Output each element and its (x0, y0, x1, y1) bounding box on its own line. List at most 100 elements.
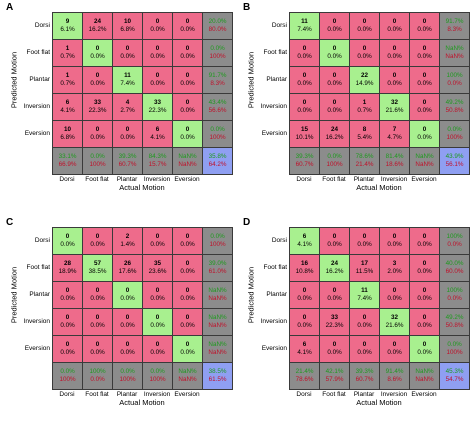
matrix-cell-b-0-0-bottom: 7.4% (297, 26, 312, 33)
col-summary-c-4-bottom: NaN% (178, 376, 197, 383)
matrix-cell-b-2-3-top: 0 (392, 72, 397, 79)
row-summary-a-4-bottom: 100% (209, 134, 226, 141)
matrix-cell-a-3-0: 6 4.1% (52, 93, 83, 121)
col-summary-b-1-top: 0.0% (327, 153, 342, 160)
row-summary-c-4: NaN% NaN% (202, 335, 233, 363)
confusion-matrix-panel-c: C Predicted Motion Actual Motion Dorsi Foot … (0, 215, 237, 430)
row-label-d-2: Plantar (266, 290, 287, 298)
matrix-cell-b-1-3-bottom: 0.0% (387, 53, 402, 60)
matrix-cell-c-2-1-bottom: 0.0% (90, 295, 105, 302)
matrix-cell-c-0-2-top: 2 (125, 233, 130, 240)
col-summary-a-4: NaN% NaN% (172, 147, 203, 175)
col-summary-a-1-bottom: 100% (89, 161, 106, 168)
row-label-b-2: Plantar (266, 75, 287, 83)
matrix-cell-a-1-1: 0 0.0% (82, 39, 113, 67)
matrix-cell-c-2-4: 0 0.0% (172, 281, 203, 309)
matrix-cell-c-4-1-top: 0 (95, 341, 100, 348)
matrix-cell-a-2-4: 0 0.0% (172, 66, 203, 94)
matrix-cell-d-1-2: 17 11.5% (349, 254, 380, 282)
matrix-cell-d-4-1-top: 0 (332, 341, 337, 348)
col-summary-a-3-top: 84.3% (148, 153, 167, 160)
matrix-cell-d-0-0-bottom: 4.1% (297, 241, 312, 248)
matrix-cell-d-2-1-top: 0 (332, 287, 337, 294)
matrix-cell-c-1-1-top: 57 (93, 260, 101, 267)
matrix-cell-c-0-0-bottom: 0.0% (60, 241, 75, 248)
matrix-cell-d-0-1-bottom: 0.0% (327, 241, 342, 248)
matrix-cell-b-3-1: 0 0.0% (319, 93, 350, 121)
matrix-cell-c-0-4-top: 0 (185, 233, 190, 240)
matrix-cell-b-1-1-top: 0 (332, 45, 337, 52)
matrix-cell-c-4-2-top: 0 (125, 341, 130, 348)
row-label-c-3: Inversion (23, 317, 50, 325)
matrix-cell-c-0-0-top: 0 (65, 233, 70, 240)
matrix-cell-a-3-1-bottom: 22.3% (88, 107, 107, 114)
matrix-cell-b-1-4-top: 0 (422, 45, 427, 52)
col-summary-c-0: 0.0% 100% (52, 362, 83, 390)
col-label-d-3: Inversion (380, 391, 408, 398)
matrix-cell-c-0-3-top: 0 (155, 233, 160, 240)
row-summary-d-4-bottom: 100% (446, 349, 463, 356)
matrix-cell-b-4-0-top: 15 (300, 126, 308, 133)
matrix-cell-d-3-4-top: 0 (422, 314, 427, 321)
matrix-cell-b-0-4-top: 0 (422, 18, 427, 25)
row-summary-c-2-bottom: NaN% (208, 295, 227, 302)
matrix-cell-a-1-1-bottom: 0.0% (90, 53, 105, 60)
overall-accuracy-b-top: 43.9% (445, 153, 464, 160)
matrix-cell-d-2-3-top: 0 (392, 287, 397, 294)
col-summary-a-2-bottom: 60.7% (118, 161, 137, 168)
col-label-c-1: Foot flat (85, 391, 109, 398)
matrix-cell-c-2-2: 0 0.0% (112, 281, 143, 309)
matrix-cell-a-4-3-bottom: 4.1% (150, 134, 165, 141)
row-summary-a-0: 20.0% 80.0% (202, 12, 233, 40)
matrix-cell-a-2-4-top: 0 (185, 72, 190, 79)
col-summary-a-2-top: 39.3% (118, 153, 137, 160)
matrix-cell-c-4-4: 0 0.0% (172, 335, 203, 363)
col-summary-d-3: 91.4% 8.6% (379, 362, 410, 390)
x-axis-label-b: Actual Motion (356, 183, 402, 192)
overall-accuracy-a-top: 35.8% (208, 153, 227, 160)
col-summary-a-4-bottom: NaN% (178, 161, 197, 168)
matrix-cell-d-2-4-bottom: 0.0% (417, 295, 432, 302)
matrix-cell-b-3-0: 0 0.0% (289, 93, 320, 121)
matrix-cell-a-0-2-top: 10 (123, 18, 131, 25)
matrix-cell-d-2-0-bottom: 0.0% (297, 295, 312, 302)
matrix-cell-c-0-4-bottom: 0.0% (180, 241, 195, 248)
col-label-b-0: Dorsi (296, 176, 312, 183)
overall-accuracy-a: 35.8% 64.2% (202, 147, 233, 175)
matrix-cell-d-1-0-top: 16 (300, 260, 308, 267)
x-axis-label-a: Actual Motion (119, 183, 165, 192)
matrix-cell-a-3-0-top: 6 (65, 99, 70, 106)
matrix-cell-b-0-0-top: 11 (301, 18, 308, 25)
matrix-cell-b-4-1-bottom: 16.2% (325, 134, 344, 141)
matrix-cell-a-1-4-top: 0 (185, 45, 190, 52)
matrix-cell-c-0-3: 0 0.0% (142, 227, 173, 255)
col-summary-d-3-top: 91.4% (385, 368, 404, 375)
matrix-cell-b-3-0-bottom: 0.0% (297, 107, 312, 114)
matrix-cell-d-3-0-bottom: 0.0% (297, 322, 312, 329)
matrix-cell-d-3-0: 0 0.0% (289, 308, 320, 336)
row-summary-b-2: 100% 0.0% (439, 66, 470, 94)
row-summary-d-0-top: 100% (446, 233, 463, 240)
overall-accuracy-b: 43.9% 56.1% (439, 147, 470, 175)
matrix-cell-c-1-4-bottom: 0.0% (180, 268, 195, 275)
panel-label-d: D (243, 217, 251, 228)
matrix-cell-a-0-1-bottom: 16.2% (88, 26, 107, 33)
matrix-cell-d-3-2: 0 0.0% (349, 308, 380, 336)
row-summary-b-3: 49.2% 50.8% (439, 93, 470, 121)
matrix-cell-a-1-1-top: 0 (95, 45, 100, 52)
matrix-cell-a-4-4: 0 0.0% (172, 120, 203, 148)
matrix-cell-c-3-2-bottom: 0.0% (120, 322, 135, 329)
row-summary-c-1: 39.0% 61.0% (202, 254, 233, 282)
matrix-cell-a-2-1-bottom: 0.0% (90, 80, 105, 87)
matrix-cell-d-1-4-top: 0 (422, 260, 427, 267)
matrix-cell-c-2-2-top: 0 (125, 287, 130, 294)
matrix-cell-d-1-1: 24 16.2% (319, 254, 350, 282)
matrix-cell-b-1-1: 0 0.0% (319, 39, 350, 67)
matrix-cell-d-4-4: 0 0.0% (409, 335, 440, 363)
matrix-cell-b-2-4: 0 0.0% (409, 66, 440, 94)
row-summary-a-3-top: 43.4% (208, 99, 227, 106)
matrix-cell-a-3-2: 4 2.7% (112, 93, 143, 121)
matrix-cell-b-2-0: 0 0.0% (289, 66, 320, 94)
row-summary-a-2-bottom: 8.3% (210, 80, 225, 87)
matrix-cell-c-2-3: 0 0.0% (142, 281, 173, 309)
